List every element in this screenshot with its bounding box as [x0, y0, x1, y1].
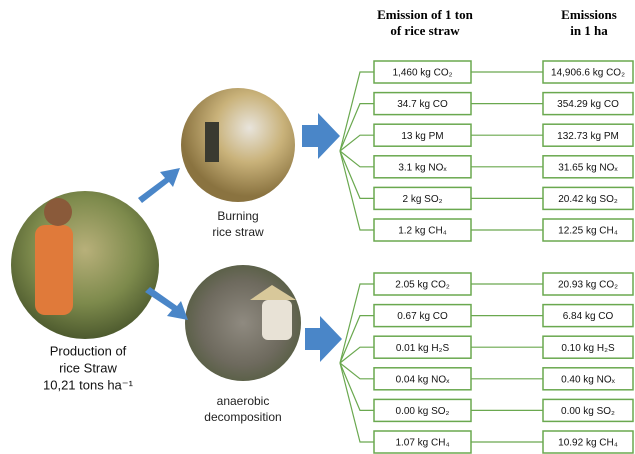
- per-ton-value: 0.04 kg NOₓ: [396, 374, 451, 385]
- farmer-head: [44, 198, 72, 226]
- per-ha-value: 20.93 kg CO₂: [558, 280, 618, 291]
- per-ton-value: 1.2 kg CH₄: [398, 226, 447, 237]
- per-ha-value: 10.92 kg CH₄: [558, 438, 618, 449]
- connector: [340, 151, 374, 198]
- connector: [340, 363, 374, 410]
- per-ton-value: 1,460 kg CO₂: [392, 68, 452, 79]
- per-ha-value: 0.40 kg NOₓ: [561, 374, 616, 385]
- per-ha-value: 132.73 kg PM: [557, 131, 619, 142]
- per-ton-value: 0.67 kg CO: [397, 311, 448, 322]
- per-ha-value: 0.10 kg H₂S: [561, 343, 615, 354]
- header-per-ton-2: of rice straw: [390, 23, 460, 38]
- burning-figure: [205, 122, 219, 162]
- per-ha-value: 6.84 kg CO: [563, 311, 614, 322]
- per-ton-value: 3.1 kg NOₓ: [398, 162, 447, 173]
- group-label: Burning: [217, 209, 258, 223]
- per-ha-value: 354.29 kg CO: [557, 99, 619, 110]
- source-label-1: Production of: [50, 343, 127, 358]
- header-per-ha-2: in 1 ha: [570, 23, 608, 38]
- header-per-ha-1: Emissions: [561, 7, 617, 22]
- page: {"headers": {"per_ton": ["Emission of 1 …: [0, 0, 635, 454]
- farmer-figure: [35, 225, 73, 315]
- per-ha-value: 14,906.6 kg CO₂: [551, 68, 625, 79]
- per-ha-value: 0.00 kg SO₂: [561, 406, 615, 417]
- per-ha-value: 12.25 kg CH₄: [558, 226, 618, 237]
- per-ton-value: 0.00 kg SO₂: [396, 406, 450, 417]
- source-label-2: rice Straw: [59, 360, 117, 375]
- diagram: Emission of 1 ton of rice straw Emission…: [0, 0, 635, 454]
- source-label-3: 10,21 tons ha⁻¹: [43, 377, 134, 392]
- per-ton-value: 1.07 kg CH₄: [395, 438, 449, 449]
- connector: [340, 316, 374, 363]
- group-label: rice straw: [212, 225, 264, 239]
- connector: [340, 104, 374, 151]
- per-ton-value: 13 kg PM: [401, 131, 443, 142]
- header-per-ton-1: Emission of 1 ton: [377, 7, 473, 22]
- group-label: anaerobic: [217, 394, 270, 408]
- per-ha-value: 31.65 kg NOₓ: [558, 162, 618, 173]
- per-ton-value: 2 kg SO₂: [402, 194, 442, 205]
- group-label: decomposition: [204, 410, 281, 424]
- source-photo: [11, 191, 159, 339]
- per-ton-value: 0.01 kg H₂S: [396, 343, 450, 354]
- per-ton-value: 2.05 kg CO₂: [395, 280, 450, 291]
- per-ton-value: 34.7 kg CO: [397, 99, 448, 110]
- per-ha-value: 20.42 kg SO₂: [558, 194, 618, 205]
- anaerobic-figure: [262, 300, 292, 340]
- burning-photo: [181, 88, 295, 202]
